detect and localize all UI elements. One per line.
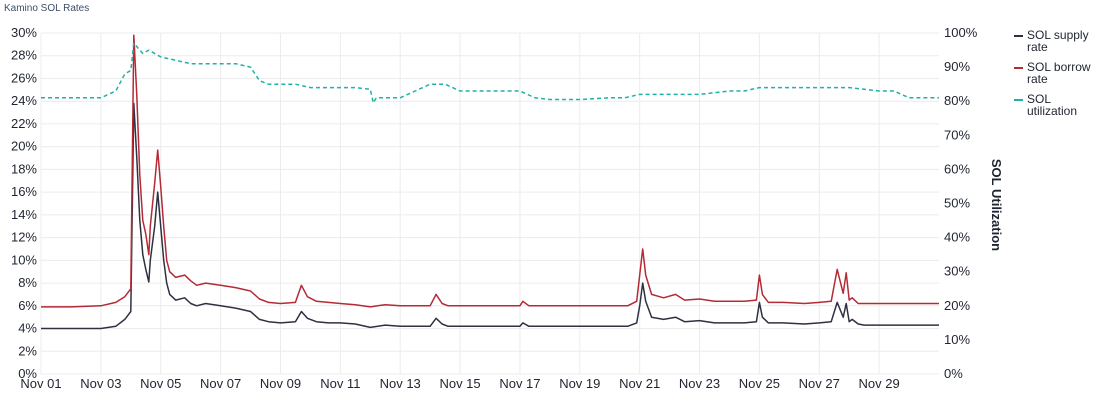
y2-tick-label: 10% [944, 332, 970, 347]
x-tick-label: Nov 25 [739, 376, 780, 391]
x-tick-label: Nov 29 [859, 376, 900, 391]
y-tick-label: 4% [18, 321, 37, 336]
x-tick-label: Nov 07 [200, 376, 241, 391]
y-tick-label: 22% [11, 116, 37, 131]
legend-item-supply-rate[interactable]: SOL supply rate [1014, 29, 1098, 53]
x-tick-label: Nov 11 [320, 376, 360, 391]
legend-swatch-borrow [1014, 67, 1023, 69]
series-line-sol-utilization [41, 42, 939, 104]
y-tick-label: 26% [11, 70, 37, 85]
y2-tick-label: 70% [944, 127, 970, 142]
y-tick-label: 6% [18, 298, 37, 313]
y-tick-label: 18% [11, 161, 37, 176]
legend-swatch-utilization [1014, 99, 1023, 101]
series-layer [41, 34, 939, 330]
y-tick-label: 8% [18, 275, 37, 290]
x-tick-label: Nov 23 [679, 376, 720, 391]
y2-tick-label: 0% [944, 366, 963, 381]
y-tick-label: 0% [18, 366, 37, 381]
x-tick-label: Nov 21 [619, 376, 660, 391]
y-tick-label: 28% [11, 48, 37, 63]
legend-swatch-supply [1014, 35, 1023, 37]
x-tick-label: Nov 17 [499, 376, 540, 391]
y2-tick-label: 90% [944, 59, 970, 74]
x-tick-label: Nov 19 [559, 376, 600, 391]
x-tick-label: Nov 01 [20, 376, 61, 391]
legend-item-borrow-rate[interactable]: SOL borrow rate [1014, 61, 1098, 85]
right-y-axis: 0% 10% 20% 30% 40% 50% 60% 70% 80% 90% 100% [944, 25, 978, 381]
y2-tick-label: 50% [944, 196, 970, 211]
y2-tick-label: 60% [944, 161, 970, 176]
x-axis: Nov 01 Nov 03 Nov 05 Nov 07 Nov 09 Nov 11 Nov … [20, 376, 899, 391]
x-tick-label: Nov 13 [380, 376, 421, 391]
y-tick-label: 2% [18, 343, 37, 358]
legend-item-utilization[interactable]: SOL utilization [1014, 93, 1098, 117]
left-y-axis: 0% 2% 4% 6% 8% 10% 12% 14% 16% 18% 20% 22% 24% 26% 28%… [11, 25, 37, 381]
x-tick-label: Nov 05 [140, 376, 181, 391]
y2-tick-label: 40% [944, 230, 970, 245]
y2-tick-label: 100% [944, 25, 978, 40]
y2-tick-label: 80% [944, 93, 970, 108]
y2-tick-label: 30% [944, 264, 970, 279]
chart-title: Kamino SOL Rates [4, 3, 90, 14]
y-tick-label: 16% [11, 184, 37, 199]
right-axis-title: SOL Utilization [989, 159, 1004, 251]
legend-label: SOL borrow rate [1027, 60, 1091, 86]
series-line-sol-borrow-rate [41, 34, 939, 308]
grid-layer [40, 32, 939, 375]
legend-label: SOL utilization [1027, 92, 1078, 118]
y-tick-label: 20% [11, 139, 37, 154]
x-tick-label: Nov 15 [439, 376, 480, 391]
y-tick-label: 12% [11, 230, 37, 245]
legend: SOL supply rate SOL borrow rate SOL util… [1014, 29, 1098, 125]
y2-tick-label: 20% [944, 298, 970, 313]
x-tick-label: Nov 27 [799, 376, 840, 391]
y-tick-label: 10% [11, 252, 37, 267]
y-tick-label: 24% [11, 93, 37, 108]
x-tick-label: Nov 09 [260, 376, 301, 391]
legend-label: SOL supply rate [1027, 28, 1089, 54]
x-tick-label: Nov 03 [80, 376, 121, 391]
y-tick-label: 30% [11, 25, 37, 40]
series-line-sol-supply-rate [41, 102, 939, 330]
y-tick-label: 14% [11, 207, 37, 222]
